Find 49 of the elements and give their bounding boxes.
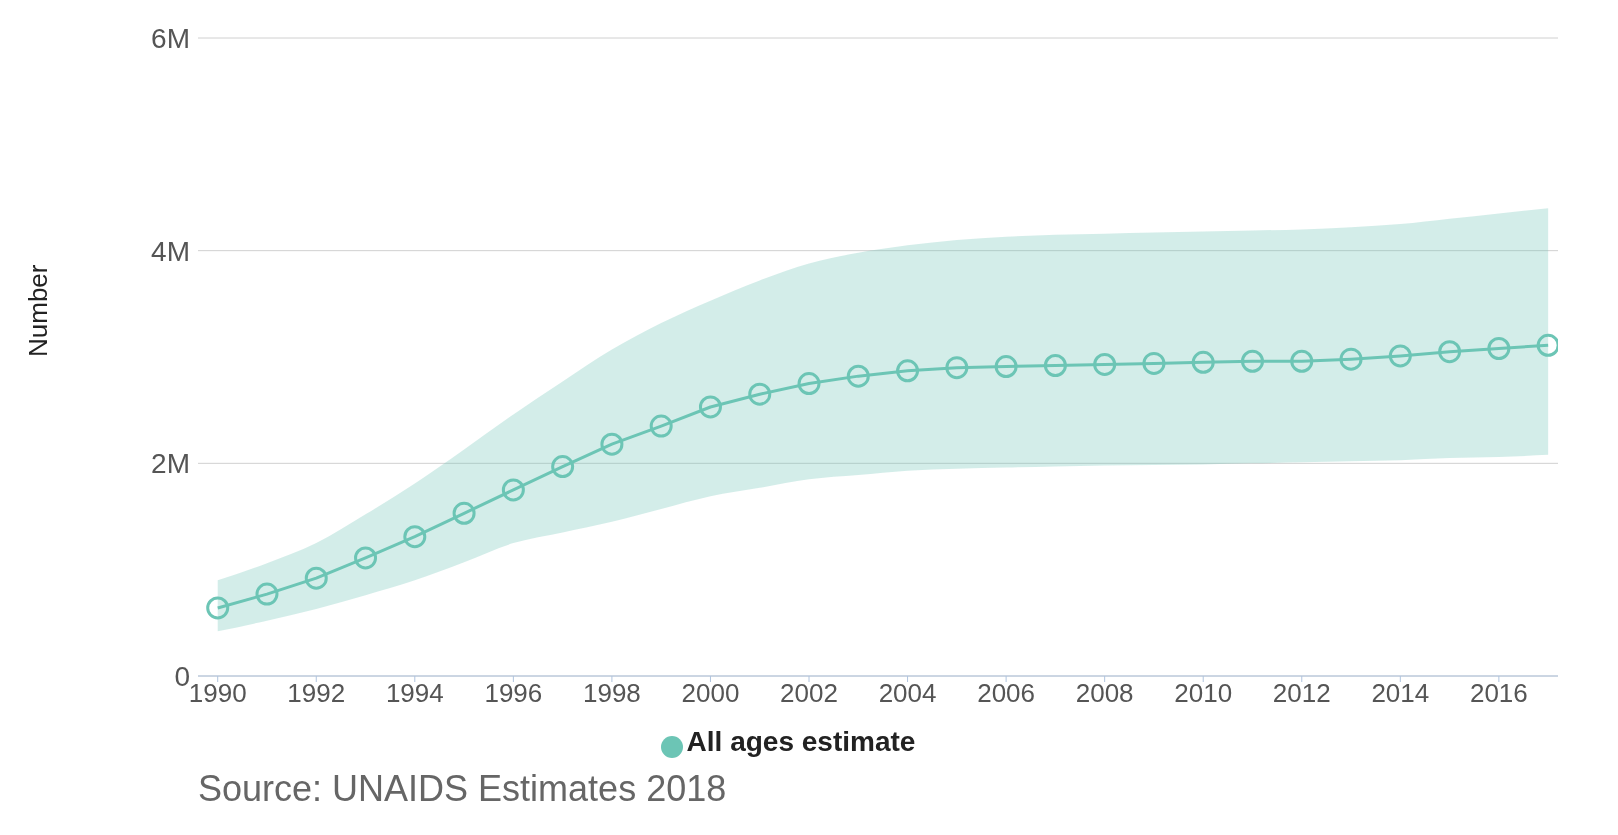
point — [1339, 347, 1363, 371]
point — [649, 414, 673, 438]
y-tick-label: 0 — [174, 660, 190, 692]
legend-label: All ages estimate — [686, 726, 916, 757]
point — [698, 395, 722, 419]
x-tick-label: 1998 — [582, 678, 641, 709]
x-tick-label: 2000 — [681, 678, 740, 709]
y-axis-title: Number — [23, 264, 54, 357]
x-tick-label: 1994 — [385, 678, 444, 709]
point — [1536, 333, 1558, 357]
point — [846, 364, 870, 388]
point — [1043, 354, 1067, 378]
x-tick-label: 2012 — [1272, 678, 1331, 709]
point — [403, 525, 427, 549]
x-tick-label: 1990 — [188, 678, 247, 709]
point — [896, 359, 920, 383]
point — [1191, 350, 1215, 374]
x-tick-label: 2014 — [1371, 678, 1430, 709]
y-tick-label: 6M — [151, 22, 190, 54]
x-tick-label: 2016 — [1469, 678, 1528, 709]
point — [1093, 352, 1117, 376]
point — [452, 501, 476, 525]
x-tick-label: 2002 — [780, 678, 838, 709]
x-tick-label: 1996 — [484, 678, 543, 709]
point — [255, 582, 279, 606]
point — [551, 455, 575, 479]
x-tick-label: 2008 — [1075, 678, 1134, 709]
point — [1487, 336, 1511, 360]
point — [600, 432, 624, 456]
point — [1388, 344, 1412, 368]
point — [945, 356, 969, 380]
y-tick-label: 2M — [151, 448, 190, 480]
point — [1438, 340, 1462, 364]
x-tick-label: 2004 — [878, 678, 937, 709]
point — [1142, 351, 1166, 375]
point — [1240, 349, 1264, 373]
point — [501, 478, 525, 502]
point — [354, 546, 378, 570]
x-tick-label: 1992 — [287, 678, 346, 709]
y-tick-label: 4M — [151, 235, 190, 267]
x-tick-label: 2010 — [1174, 678, 1233, 709]
point — [206, 596, 230, 620]
point — [994, 355, 1018, 379]
point — [748, 382, 772, 406]
x-tick-label: 2006 — [977, 678, 1036, 709]
point — [1290, 349, 1314, 373]
point — [304, 566, 328, 590]
point — [797, 372, 821, 396]
source-note: Source: UNAIDS Estimates 2018 — [198, 768, 728, 810]
